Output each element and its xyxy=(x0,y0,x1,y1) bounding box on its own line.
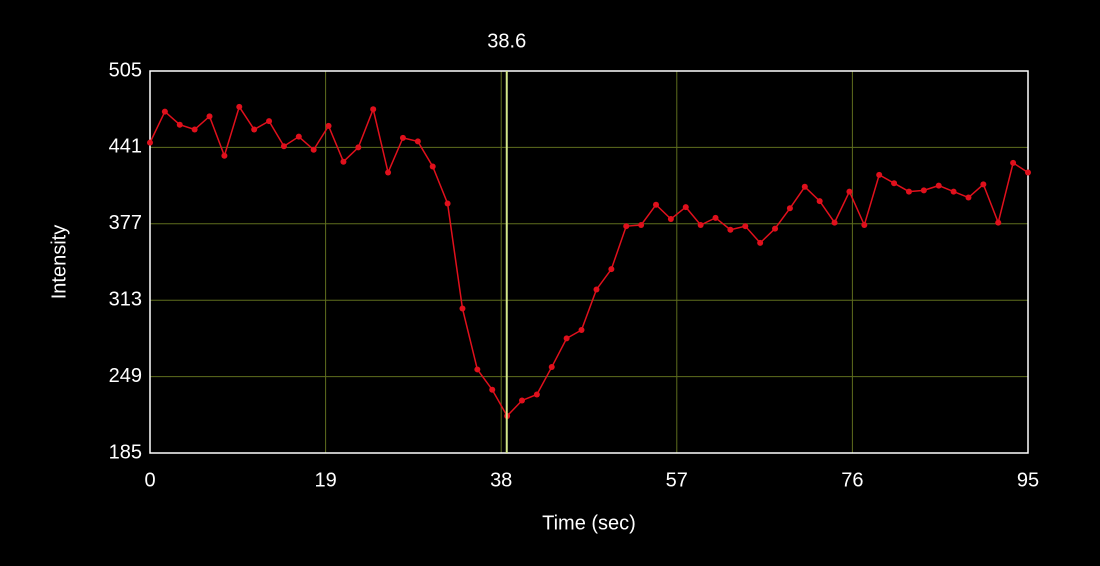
data-point xyxy=(727,226,734,233)
data-point xyxy=(742,223,749,230)
y-tick-label: 185 xyxy=(109,441,142,463)
data-point xyxy=(667,216,674,223)
cursor-label: 38.6 xyxy=(487,30,526,52)
data-point xyxy=(221,152,228,159)
data-point xyxy=(176,121,183,128)
data-point xyxy=(965,194,972,201)
data-point xyxy=(474,366,481,373)
data-point xyxy=(385,169,392,176)
x-axis-label: Time (sec) xyxy=(542,512,636,534)
y-tick-label: 313 xyxy=(109,288,142,310)
y-axis-label: Intensity xyxy=(48,225,70,299)
data-point xyxy=(623,223,630,230)
data-point xyxy=(1010,159,1017,166)
data-point xyxy=(266,118,273,125)
x-tick-label: 76 xyxy=(841,469,863,491)
data-point xyxy=(147,139,153,146)
data-point xyxy=(682,204,689,211)
data-point xyxy=(429,163,436,170)
data-point xyxy=(444,200,451,207)
data-point xyxy=(712,214,719,221)
x-tick-label: 38 xyxy=(490,469,512,491)
data-point xyxy=(757,239,764,246)
data-point xyxy=(310,146,317,153)
data-point xyxy=(786,205,793,212)
data-point xyxy=(816,198,823,205)
data-point xyxy=(370,106,377,113)
data-point xyxy=(653,201,660,208)
data-point xyxy=(191,126,198,133)
y-tick-label: 441 xyxy=(109,136,142,158)
data-point xyxy=(251,126,258,133)
data-point xyxy=(325,122,332,129)
x-tick-label: 57 xyxy=(666,469,688,491)
data-point xyxy=(548,364,555,371)
data-point xyxy=(236,103,243,110)
data-point xyxy=(950,188,957,195)
data-point xyxy=(563,335,570,342)
x-tick-label: 95 xyxy=(1017,469,1039,491)
data-point xyxy=(340,158,347,165)
y-tick-label: 505 xyxy=(109,59,142,81)
data-point xyxy=(608,266,615,273)
x-tick-label: 19 xyxy=(314,469,336,491)
data-point xyxy=(861,221,868,228)
data-point xyxy=(489,386,496,393)
data-point xyxy=(876,171,883,178)
data-point xyxy=(935,182,942,189)
y-tick-label: 249 xyxy=(109,365,142,387)
data-point xyxy=(355,144,362,151)
data-point xyxy=(831,219,838,226)
data-point xyxy=(638,221,645,228)
data-point xyxy=(697,221,704,228)
data-point xyxy=(518,397,525,404)
y-tick-label: 377 xyxy=(109,212,142,234)
data-point xyxy=(1025,169,1031,176)
data-point xyxy=(995,219,1002,226)
data-point xyxy=(801,183,808,190)
data-point xyxy=(772,225,779,232)
data-point xyxy=(905,188,912,195)
data-point xyxy=(459,305,466,312)
data-point xyxy=(295,133,302,140)
data-point xyxy=(578,327,585,334)
data-point xyxy=(846,188,853,195)
plot-border xyxy=(149,70,1029,454)
data-point xyxy=(280,143,287,150)
data-point xyxy=(593,286,600,293)
data-point xyxy=(891,180,898,187)
data-point xyxy=(414,138,421,145)
data-point xyxy=(206,113,213,120)
data-point xyxy=(399,134,406,141)
data-point xyxy=(161,108,168,115)
x-tick-label: 0 xyxy=(144,469,155,491)
data-point xyxy=(980,181,987,188)
data-point xyxy=(533,391,540,398)
data-point xyxy=(920,187,927,194)
